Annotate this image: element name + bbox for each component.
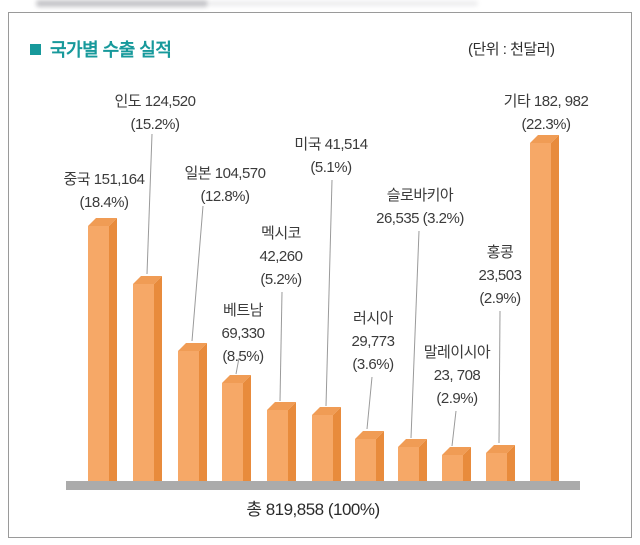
bar-others-front-face bbox=[530, 143, 551, 481]
bar-usa-top-face bbox=[312, 407, 341, 415]
chart-title: 국가별 수출 실적 bbox=[50, 40, 172, 60]
bar-others bbox=[530, 135, 559, 481]
bar-malaysia bbox=[442, 447, 471, 481]
bar-japan-side-face bbox=[199, 343, 207, 481]
bar-mexico bbox=[267, 402, 296, 481]
bar-label-hongkong: 홍콩 23,503 (2.9%) bbox=[478, 244, 522, 307]
bar-russia-front-face bbox=[355, 439, 376, 481]
bar-india-front-face bbox=[133, 284, 154, 481]
bar-japan-front-face bbox=[178, 351, 199, 481]
bar-hongkong-side-face bbox=[507, 445, 515, 481]
bar-others-top-face bbox=[530, 135, 559, 143]
bar-malaysia-top-face bbox=[442, 447, 471, 455]
bar-usa-side-face bbox=[333, 407, 341, 481]
bar-label-vietnam: 베트남 69,330 (8.5%) bbox=[221, 302, 265, 365]
bar-malaysia-side-face bbox=[463, 447, 471, 481]
bar-vietnam-top-face bbox=[222, 375, 251, 383]
bar-china bbox=[88, 218, 117, 481]
bar-slovakia bbox=[398, 439, 427, 481]
bar-hongkong-top-face bbox=[486, 445, 515, 453]
bar-india-side-face bbox=[154, 276, 162, 481]
bar-mexico-side-face bbox=[288, 402, 296, 481]
bar-label-slovakia: 슬로바키아 26,535 (3.2%) bbox=[376, 187, 464, 227]
bar-russia-top-face bbox=[355, 431, 384, 439]
bar-hongkong-front-face bbox=[486, 453, 507, 481]
bar-mexico-front-face bbox=[267, 410, 288, 481]
bar-slovakia-top-face bbox=[398, 439, 427, 447]
bar-china-top-face bbox=[88, 218, 117, 226]
bar-label-india: 인도 124,520 (15.2%) bbox=[114, 93, 197, 133]
bar-japan bbox=[178, 343, 207, 481]
bar-japan-top-face bbox=[178, 343, 207, 351]
bar-label-mexico: 멕시코 42,260 (5.2%) bbox=[259, 225, 303, 288]
bar-russia bbox=[355, 431, 384, 481]
square-bullet-icon bbox=[30, 43, 41, 55]
bar-russia-side-face bbox=[376, 431, 384, 481]
bar-vietnam bbox=[222, 375, 251, 481]
bar-slovakia-front-face bbox=[398, 447, 419, 481]
bar-usa-front-face bbox=[312, 415, 333, 481]
bar-usa bbox=[312, 407, 341, 481]
bar-label-others: 기타 182, 982 (22.3%) bbox=[503, 93, 589, 133]
scan-artifact bbox=[36, 0, 208, 7]
bar-malaysia-front-face bbox=[442, 455, 463, 481]
scan-artifact-light bbox=[208, 1, 478, 6]
axis-baseline bbox=[66, 481, 580, 490]
bar-vietnam-side-face bbox=[243, 375, 251, 481]
bar-label-usa: 미국 41,514 (5.1%) bbox=[294, 136, 368, 176]
total-label: 총 819,858 (100%) bbox=[246, 500, 380, 519]
bar-china-side-face bbox=[109, 218, 117, 481]
bar-india-top-face bbox=[133, 276, 162, 284]
bar-china-front-face bbox=[88, 226, 109, 481]
bar-label-japan: 일본 104,570 (12.8%) bbox=[184, 165, 267, 205]
bar-india bbox=[133, 276, 162, 481]
bar-label-russia: 러시아 29,773 (3.6%) bbox=[351, 310, 395, 373]
bar-label-china: 중국 151,164 (18.4%) bbox=[63, 171, 146, 211]
bar-mexico-top-face bbox=[267, 402, 296, 410]
bar-label-malaysia: 말레이시아 23, 708 (2.9%) bbox=[423, 344, 491, 407]
unit-label: (단위 : 천달러) bbox=[468, 41, 555, 58]
bar-vietnam-front-face bbox=[222, 383, 243, 481]
chart-header: 국가별 수출 실적 bbox=[30, 36, 172, 62]
bar-slovakia-side-face bbox=[419, 439, 427, 481]
bar-hongkong bbox=[486, 445, 515, 481]
bar-others-side-face bbox=[551, 135, 559, 481]
